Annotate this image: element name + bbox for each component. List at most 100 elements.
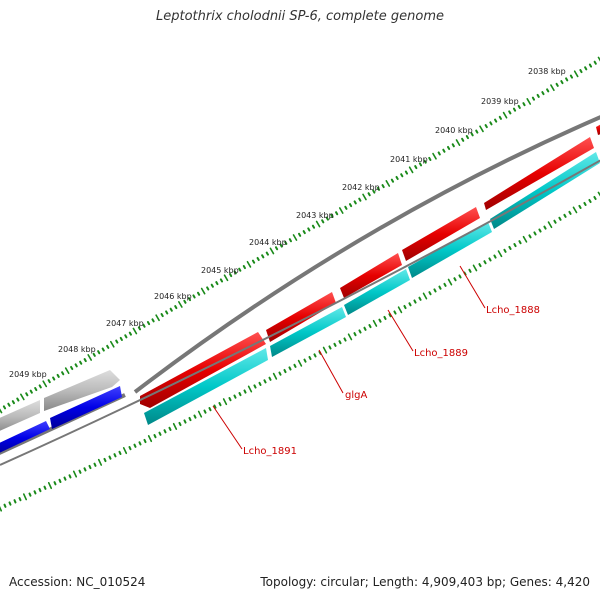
inner-ruler-tick (578, 204, 582, 209)
outer-ruler-tick (579, 69, 583, 74)
inner-ruler-tick (347, 333, 353, 341)
outer-ruler-tick (428, 156, 432, 161)
outer-ruler-tick (97, 350, 101, 355)
inner-ruler-tick (433, 288, 437, 293)
inner-ruler-tick (458, 274, 462, 279)
outer-ruler-tick (502, 111, 508, 119)
inner-ruler-tick (203, 409, 207, 414)
outer-ruler-tick (494, 118, 498, 123)
inner-ruler-tick (133, 443, 137, 448)
gene-labels: Lcho_1888 Lcho_1889 glgA Lcho_1891 (243, 305, 540, 457)
kbp-label-2043: 2043 kbp (296, 211, 334, 220)
gene-label-lcho-1888[interactable]: Lcho_1888 (486, 305, 540, 316)
outer-ruler-tick (512, 107, 517, 112)
gene-lcho-1888-reverse[interactable] (408, 222, 492, 278)
outer-ruler-tick (584, 66, 588, 71)
inner-ruler-tick (303, 358, 307, 363)
outer-ruler-tick (288, 238, 292, 243)
outer-ruler-tick (362, 193, 367, 201)
outer-ruler-tick (423, 159, 427, 164)
outer-ruler-tick (7, 402, 11, 407)
inner-ruler-tick (268, 376, 272, 381)
outer-ruler-tick (0, 408, 3, 414)
gene-grey-1[interactable] (0, 400, 40, 433)
inner-ruler-tick (593, 195, 597, 201)
gene-glga-reverse[interactable] (270, 307, 346, 357)
inner-ruler-tick (513, 243, 517, 248)
gene-label-glga[interactable]: glgA (345, 390, 367, 401)
gene-lcho-1889-reverse[interactable] (344, 269, 410, 315)
gene-label-lcho-1891[interactable]: Lcho_1891 (243, 446, 297, 457)
map-title: Leptothrix cholodnii SP-6, complete geno… (156, 9, 444, 24)
inner-ruler-tick (288, 366, 292, 371)
outer-ruler-tick (358, 197, 362, 202)
outer-ruler-tick (465, 135, 469, 140)
inner-ruler-tick (0, 506, 3, 512)
outer-ruler-tick (395, 175, 399, 181)
outer-ruler-tick (16, 397, 20, 402)
inner-ruler-tick (472, 264, 478, 272)
outer-ruler-tick (400, 173, 404, 178)
inner-ruler-tick (278, 371, 282, 376)
inner-ruler-tick (47, 481, 53, 490)
outer-ruler-tick (335, 211, 339, 216)
inner-ruler-tick (3, 503, 7, 508)
inner-ruler-tick (188, 416, 192, 422)
gene-label-leaders (212, 265, 486, 450)
inner-ruler-tick (572, 206, 578, 214)
inner-ruler-tick (88, 464, 92, 470)
genome-inner-line (0, 159, 600, 466)
outer-ruler-tick (256, 256, 260, 262)
gene-forward-6[interactable] (596, 122, 600, 135)
inner-ruler-tick (308, 355, 312, 361)
gene-grey-2[interactable] (44, 370, 120, 411)
outer-ruler-tick (344, 205, 348, 210)
outer-ruler-tick (74, 363, 78, 368)
gene-lcho-1888-forward[interactable] (402, 207, 480, 261)
outer-ruler-tick (321, 219, 325, 224)
inner-ruler-tick (503, 248, 507, 253)
outer-ruler-tick (353, 200, 357, 205)
inner-ruler-tick (213, 404, 217, 409)
gene-blue-2[interactable] (50, 386, 122, 429)
inner-ruler-tick (58, 478, 62, 484)
outer-ruler-tick (455, 139, 461, 146)
inner-ruler-tick (247, 385, 253, 393)
inner-ruler-tick (63, 476, 67, 481)
inner-ruler-tick (438, 285, 442, 290)
outer-ruler-tick (238, 267, 242, 272)
outer-ruler-tick (325, 216, 329, 221)
outer-ruler-tick (87, 354, 93, 361)
outer-ruler-tick (404, 170, 409, 175)
inner-ruler-tick (538, 228, 542, 233)
outer-ruler-tick (489, 121, 493, 126)
outer-ruler-tick (265, 251, 269, 256)
inner-ruler-tick (447, 278, 453, 286)
outer-ruler-tick (302, 230, 306, 235)
inner-ruler-tick (413, 299, 417, 304)
outer-ruler-tick (593, 60, 597, 65)
kbp-label-2046: 2046 kbp (154, 292, 192, 301)
gene-label-lcho-1889[interactable]: Lcho_1889 (414, 348, 468, 359)
gene-blue-1[interactable] (0, 421, 50, 455)
gene-lcho-1891-reverse[interactable] (144, 348, 268, 425)
kbp-label-2040: 2040 kbp (435, 126, 473, 135)
kbp-label-2038: 2038 kbp (528, 67, 566, 76)
outer-ruler-tick (479, 125, 484, 133)
gene-lcho-1889-forward[interactable] (340, 253, 402, 298)
outer-ruler-tick (137, 326, 142, 331)
outer-ruler-tick (315, 220, 321, 228)
inner-ruler-tick (222, 398, 228, 406)
inner-ruler-tick (28, 492, 32, 497)
outer-ruler-tick (311, 224, 316, 229)
gene-forward-5[interactable] (484, 137, 594, 210)
outer-ruler-tick (550, 84, 555, 92)
outer-ruler-tick (200, 287, 206, 295)
inner-ruler-tick (597, 191, 600, 197)
outer-ruler-tick (92, 352, 96, 357)
outer-ruler-tick (2, 405, 7, 410)
outer-ruler-tick (233, 270, 237, 275)
inner-ruler-tick (478, 263, 482, 268)
outer-ruler-tick (155, 314, 160, 322)
